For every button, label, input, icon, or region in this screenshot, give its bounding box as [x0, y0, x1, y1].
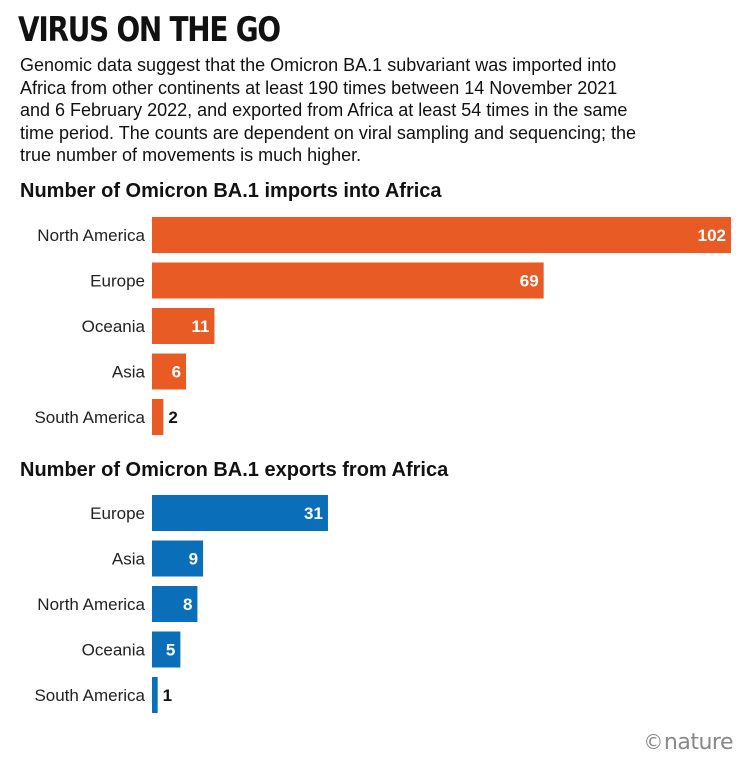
- export-bar-north-america: [152, 586, 198, 622]
- import-value-label-north-america: 102: [698, 226, 726, 245]
- subtitle: Genomic data suggest that the Omicron BA…: [20, 55, 637, 165]
- export-value-label-oceania: 5: [166, 641, 175, 660]
- export-value-label-south-america: 1: [163, 686, 172, 705]
- import-bar-north-america: [152, 217, 731, 253]
- imports-bar-chart: North America 102 Europe 69 Oceania 11 Asia 6 So…: [34, 217, 731, 435]
- page-title: VIRUS ON THE GO: [18, 10, 281, 50]
- exports-chart: Europe 31 Asia 9 North America 8 Oceania 5 South…: [0, 490, 751, 718]
- export-bar-asia: [152, 540, 204, 577]
- import-category-label-asia: Asia: [112, 363, 146, 382]
- export-value-label-europe: 31: [304, 504, 323, 523]
- nature-logo: ©nature: [643, 730, 733, 755]
- import-bar-asia: [152, 353, 187, 390]
- export-category-label-asia: Asia: [112, 550, 146, 569]
- export-category-label-north-america: North America: [37, 595, 145, 614]
- exports-bar-chart: Europe 31 Asia 9 North America 8 Oceania 5 South…: [34, 495, 328, 713]
- export-bar-south-america: [152, 677, 158, 713]
- import-value-label-south-america: 2: [168, 408, 177, 427]
- imports-chart-title: Number of Omicron BA.1 imports into Afri…: [20, 180, 442, 202]
- import-category-label-europe: Europe: [90, 272, 145, 291]
- export-value-label-asia: 9: [189, 550, 198, 569]
- export-category-label-oceania: Oceania: [82, 641, 146, 660]
- import-category-label-south-america: South America: [34, 408, 145, 427]
- copyright-symbol: ©: [643, 730, 663, 754]
- import-bar-europe: [152, 262, 544, 299]
- import-value-label-oceania: 11: [191, 317, 209, 336]
- export-category-label-south-america: South America: [34, 686, 145, 705]
- imports-chart: North America 102 Europe 69 Oceania 11 Asia 6 So…: [0, 212, 751, 440]
- logo-text: nature: [663, 730, 734, 755]
- exports-chart-title: Number of Omicron BA.1 exports from Afri…: [20, 459, 449, 481]
- import-bar-oceania: [152, 308, 215, 344]
- export-bar-europe: [152, 495, 328, 531]
- import-category-label-oceania: Oceania: [82, 317, 146, 336]
- import-bar-south-america: [152, 399, 164, 435]
- export-bar-oceania: [152, 631, 181, 668]
- import-category-label-north-america: North America: [37, 226, 145, 245]
- export-category-label-europe: Europe: [90, 504, 145, 523]
- import-value-label-europe: 69: [520, 272, 539, 291]
- export-value-label-north-america: 8: [183, 595, 192, 614]
- import-value-label-asia: 6: [172, 363, 181, 382]
